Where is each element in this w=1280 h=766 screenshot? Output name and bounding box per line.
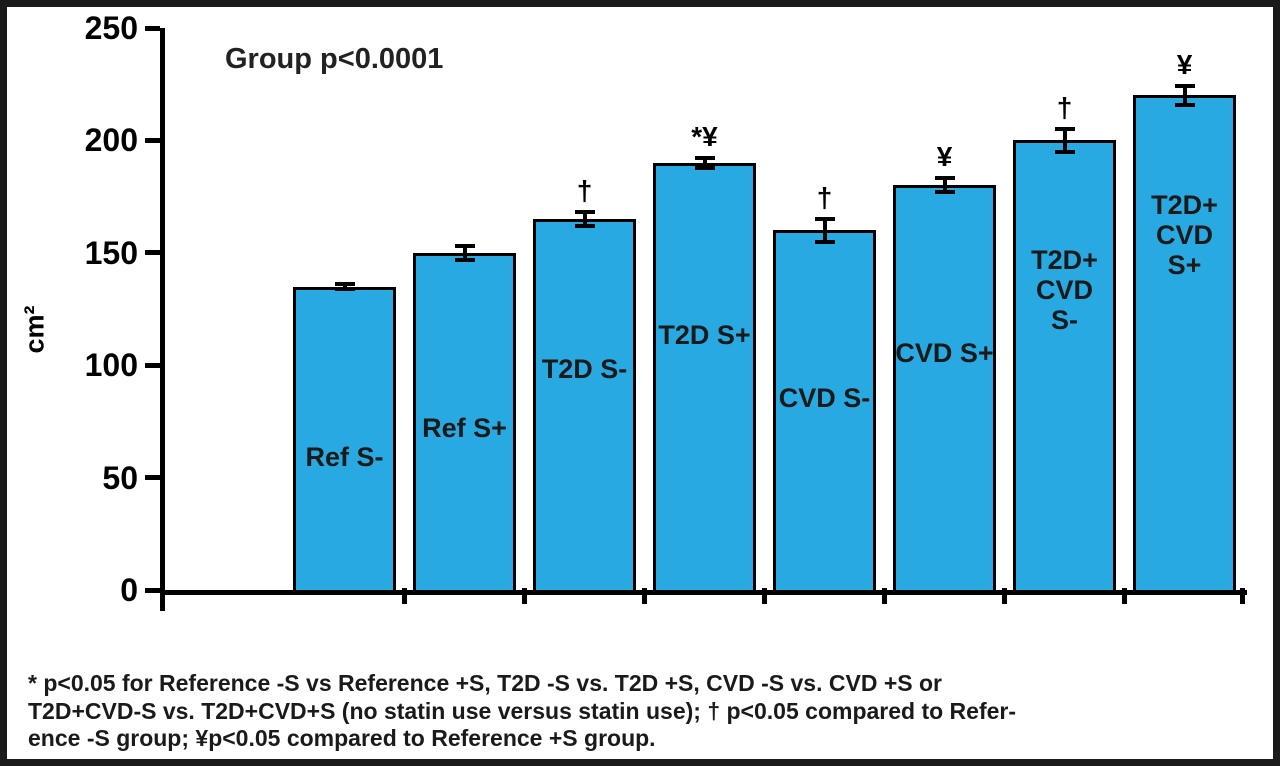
bar-cvd-s- [773,230,876,593]
error-bar-line [582,210,587,229]
x-tick [1240,588,1245,604]
error-bar-line [942,176,947,195]
footnote-line-1: * p<0.05 for Reference -S vs Reference +… [28,670,942,696]
bar-cvd-s- [893,185,996,593]
error-bar-line [1182,84,1187,107]
significance-symbol: ¥ [1176,49,1193,81]
y-tick-label: 0 [120,572,138,608]
significance-symbol: † [1056,91,1073,123]
error-bar-cap-bottom [1174,102,1195,107]
bar-label: CVD S- [778,383,871,414]
x-tick [1002,588,1007,604]
bar-t2d-s- [653,162,756,593]
error-bar-line [342,282,347,291]
footnote-line-3: ence -S group; ¥p<0.05 compared to Refer… [28,725,656,751]
error-bar [574,210,595,229]
error-bar [1054,126,1075,154]
x-tick [522,588,527,604]
bar-label: T2D+ CVD S- [1031,245,1098,336]
x-tick [1122,588,1127,604]
bar-label: T2D S- [541,354,628,385]
error-bar-cap-bottom [334,287,355,291]
bar-ref-s- [413,252,516,593]
error-bar-cap-top [814,216,835,221]
significance-symbol: ¥ [936,141,953,173]
bar-label: CVD S+ [895,338,994,369]
y-tick [145,475,160,481]
bar-ref-s- [293,286,396,593]
error-bar-cap-top [1054,126,1075,131]
y-tick-label: 250 [84,10,138,46]
footnote-line-2: T2D+CVD-S vs. T2D+CVD+S (no statin use v… [28,697,1017,724]
y-tick-label: 50 [102,459,138,496]
error-bar [814,216,835,244]
bar-t2d-cvd-s- [1013,140,1116,593]
x-tick [762,588,767,604]
y-axis-line [160,28,165,611]
error-bar-line [702,156,707,170]
x-tick [402,588,407,604]
error-bar [694,156,715,170]
bar-chart: Group p<0.0001 cm² 0 50 100 150 200 250 Ref S… [7,7,1273,759]
x-tick [882,588,887,604]
bar-t2d-cvd-s- [1133,95,1236,593]
y-tick [145,137,160,143]
error-bar-cap-bottom [574,224,595,229]
error-bar-cap-bottom [1054,149,1075,154]
error-bar-cap-top [694,156,715,161]
error-bar-line [822,216,827,244]
footnote: * p<0.05 for Reference -S vs Reference +… [28,670,1268,753]
x-tick [642,588,647,604]
error-bar-cap-bottom [694,165,715,170]
bar-label: Ref S+ [422,412,507,443]
significance-symbol: † [576,175,593,207]
bar-label: T2D S+ [658,319,751,350]
error-bar-cap-top [334,282,355,287]
error-bar [454,243,475,262]
error-bar [334,282,355,291]
error-bar-cap-top [574,210,595,215]
error-bar-cap-top [934,176,955,181]
error-bar-line [462,243,467,262]
bar-label: T2D+ CVD S+ [1151,190,1218,281]
y-tick [145,587,160,593]
error-bar-cap-bottom [454,257,475,262]
significance-symbol: *¥ [691,121,718,153]
error-bar [934,176,955,195]
y-tick [145,362,160,368]
bar-label: Ref S- [305,441,384,472]
error-bar-cap-top [1174,84,1195,89]
error-bar-cap-bottom [814,239,835,244]
error-bar [1174,84,1195,107]
significance-symbol: † [816,181,833,213]
y-tick-label: 100 [84,347,138,384]
error-bar-cap-top [454,243,475,248]
bar-t2d-s- [533,219,636,593]
y-tick [145,25,160,31]
error-bar-line [1062,126,1067,154]
group-p-annotation: Group p<0.0001 [225,43,444,75]
error-bar-cap-bottom [934,190,955,195]
y-tick-label: 150 [84,234,138,271]
y-tick [145,250,160,256]
y-tick-label: 200 [84,122,138,159]
